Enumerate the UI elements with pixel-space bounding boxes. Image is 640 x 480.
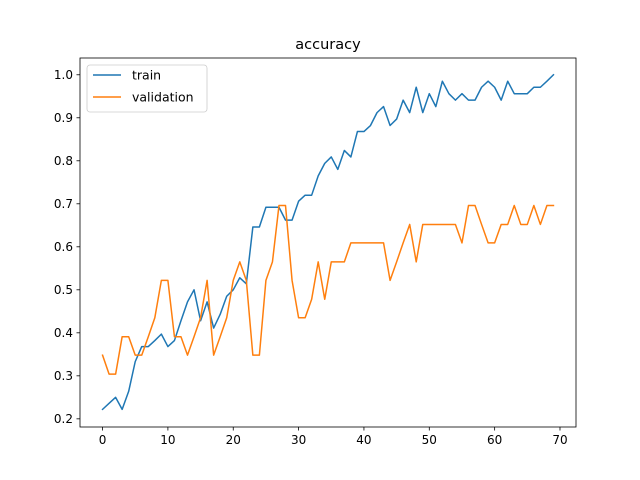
plot-area: 0 10 20 30 40 50 60 70 0.2 0.3 0.4 0.5 0.6 0.7 0.8 0.9 1… xyxy=(54,57,577,447)
x-tick-label: 0 xyxy=(99,433,107,447)
y-tick-label: 1.0 xyxy=(54,68,73,82)
legend-label-validation: validation xyxy=(132,90,194,105)
y-tick-label: 0.3 xyxy=(54,369,73,383)
x-tick-label: 50 xyxy=(422,433,437,447)
x-tick-label: 20 xyxy=(226,433,241,447)
y-tick-label: 0.5 xyxy=(54,283,73,297)
x-tick-label: 70 xyxy=(552,433,567,447)
series-line-train xyxy=(101,73,555,411)
y-tick-label: 0.9 xyxy=(54,111,73,125)
chart-title: accuracy xyxy=(295,37,361,53)
y-tick-label: 0.8 xyxy=(54,154,73,168)
series-line-validation xyxy=(101,204,555,375)
y-tick-label: 0.2 xyxy=(54,412,73,426)
y-tick-label: 0.7 xyxy=(54,197,73,211)
axes-frame xyxy=(79,57,577,428)
legend-box xyxy=(86,64,208,113)
y-tick-label: 0.4 xyxy=(54,326,73,340)
x-tick-label: 60 xyxy=(487,433,502,447)
legend-label-train: train xyxy=(132,68,161,83)
y-tick-label: 0.6 xyxy=(54,240,73,254)
x-tick-label: 40 xyxy=(356,433,371,447)
x-tick-label: 10 xyxy=(160,433,175,447)
x-tick-label: 30 xyxy=(291,433,306,447)
